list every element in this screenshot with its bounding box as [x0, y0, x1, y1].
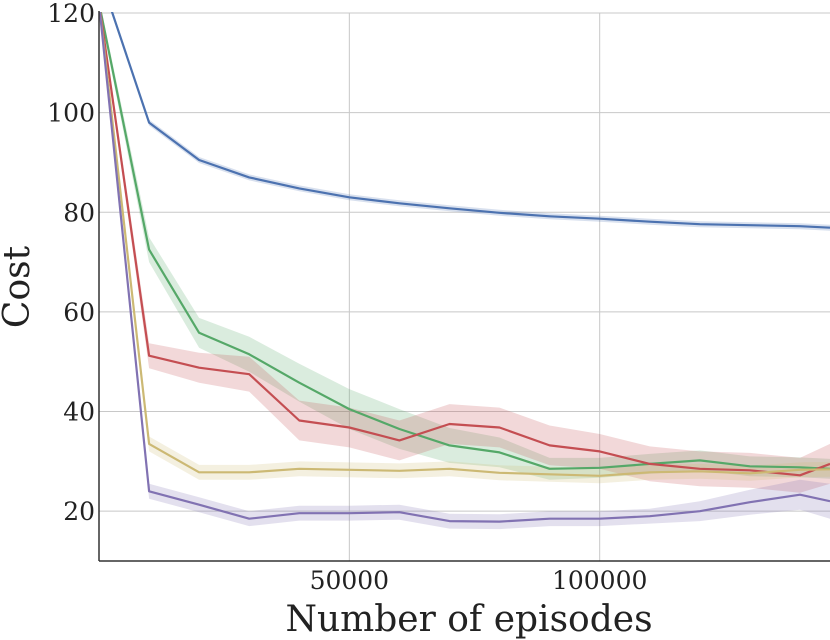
series-3-band — [99, 12, 830, 493]
series-2-band — [99, 12, 830, 480]
series-1-line — [110, 12, 830, 229]
x-axis-label: Number of episodes — [285, 599, 652, 640]
y-tick-label-20: 20 — [63, 497, 95, 526]
x-tick-label-100000: 100000 — [552, 566, 647, 595]
series-2-line — [99, 12, 830, 470]
series-4-line — [99, 12, 830, 477]
series-lines — [99, 12, 830, 523]
y-tick-label-120: 120 — [47, 0, 95, 28]
y-tick-label-60: 60 — [63, 298, 95, 327]
series-3-line — [99, 12, 830, 477]
y-axis-label: Cost — [0, 245, 38, 328]
y-tick-label-80: 80 — [63, 198, 95, 227]
axes — [98, 11, 830, 562]
series-1-band — [111, 12, 830, 231]
y-tick-label-100: 100 — [47, 99, 95, 128]
series-5-line — [99, 12, 830, 523]
grid-lines — [99, 12, 830, 561]
confidence-bands — [99, 12, 830, 530]
x-tick-label-50000: 50000 — [310, 566, 390, 595]
tick-labels: 20 40 60 80 100 120 50000 100000 — [47, 0, 647, 595]
y-tick-label-40: 40 — [63, 398, 95, 427]
